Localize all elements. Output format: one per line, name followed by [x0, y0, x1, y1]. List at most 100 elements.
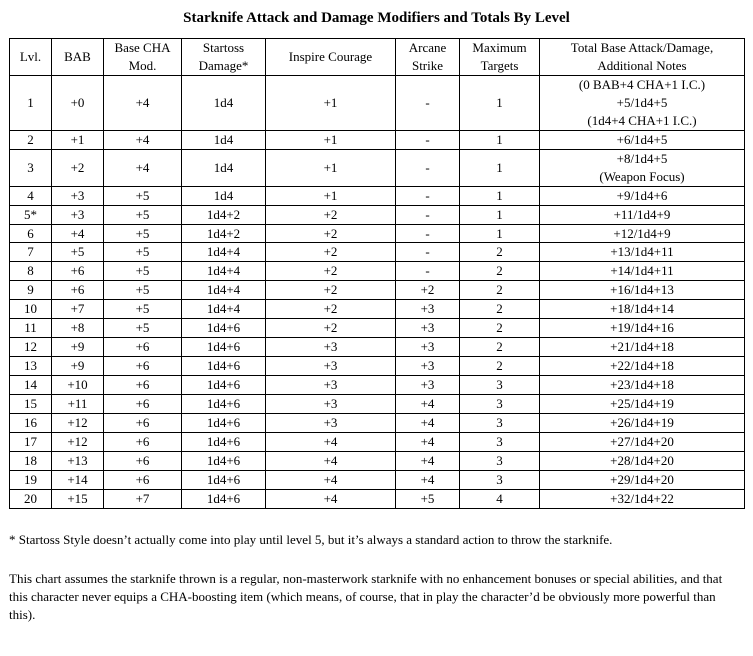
table-cell: +4: [103, 148, 182, 187]
table-cell: 2: [459, 261, 540, 282]
table-cell: +5: [103, 242, 182, 263]
table-cell: +6: [51, 261, 104, 282]
footnote-startoss: * Startoss Style doesn’t actually come i…: [9, 531, 613, 547]
column-header: Startoss Damage*: [181, 38, 266, 76]
table-cell: +13: [51, 450, 104, 471]
table-cell: +4: [51, 223, 104, 244]
table-cell: +19/1d4+16: [539, 318, 745, 339]
table-cell: +3: [265, 412, 396, 433]
table-cell: -: [395, 242, 460, 263]
table-cell: +6: [51, 280, 104, 301]
table-cell: 4: [459, 488, 540, 509]
table-cell: +2: [265, 299, 396, 320]
column-header: Maximum Targets: [459, 38, 540, 76]
table-row: 12 +9 +6 1d4+6 +3 +3 2 +21/1d4+18: [9, 337, 745, 358]
table-row: 17 +12 +6 1d4+6 +4 +4 3 +27/1d4+20: [9, 431, 745, 452]
table-cell: 12: [9, 337, 52, 358]
table-cell: +32/1d4+22: [539, 488, 745, 509]
table-cell: 1d4+6: [181, 488, 266, 509]
table-cell: +6: [103, 450, 182, 471]
table-cell: 1d4+6: [181, 431, 266, 452]
table-cell: +4: [265, 469, 396, 490]
table-cell: 1: [459, 148, 540, 187]
table-cell: 1d4+2: [181, 204, 266, 225]
table-cell: +6: [103, 469, 182, 490]
table-cell: 1d4: [181, 148, 266, 187]
footnote-assumptions: This chart assumes the starknife thrown …: [9, 570, 723, 623]
table-cell: +5: [103, 318, 182, 339]
document-title: Starknife Attack and Damage Modifiers an…: [183, 10, 570, 26]
table-cell: 3: [459, 412, 540, 433]
table-cell: 1d4+6: [181, 469, 266, 490]
table-cell: +4: [395, 393, 460, 414]
table-cell: -: [395, 185, 460, 206]
table-cell: +5: [103, 299, 182, 320]
table-cell: 1d4+4: [181, 242, 266, 263]
table-cell: +6: [103, 356, 182, 376]
table-cell: +3: [395, 337, 460, 358]
table-row: 1 +0 +4 1d4 +1-1 (0 BAB+4 CHA+1 I.C.) +5/1d4+…: [9, 75, 745, 131]
table-cell: +21/1d4+18: [539, 337, 745, 358]
table-cell: +9: [51, 337, 104, 358]
table-cell: +18/1d4+14: [539, 299, 745, 320]
table-row: 11 +8 +5 1d4+6 +2 +3 2 +19/1d4+16: [9, 318, 745, 339]
table-cell: +7: [103, 488, 182, 509]
table-row: 14 +10 +6 1d4+6 +3 +3 3 +23/1d4+18: [9, 375, 745, 395]
table-cell: 2: [459, 242, 540, 263]
table-cell: +5: [103, 185, 182, 206]
table-cell: +27/1d4+20: [539, 431, 745, 452]
table-row: 15 +11 +6 1d4+6 +3 +4 3 +25/1d4+19: [9, 393, 745, 414]
column-header: Lvl.: [9, 38, 52, 76]
table-cell: +3: [395, 375, 460, 395]
table-cell: 2: [459, 280, 540, 301]
table-cell: 18: [9, 450, 52, 471]
table-cell: +3: [51, 185, 104, 206]
table-cell: +2: [51, 148, 104, 187]
table-cell: 1d4+2: [181, 223, 266, 244]
table-cell: 13: [9, 356, 52, 376]
table-cell: +22/1d4+18: [539, 356, 745, 376]
column-header: Total Base Attack/Damage, Additional Not…: [539, 38, 745, 76]
table-cell: +1: [51, 129, 104, 150]
table-cell: 1d4+6: [181, 356, 266, 376]
table-cell: +6: [103, 375, 182, 395]
table-cell: +1: [265, 148, 396, 187]
table-cell: 1d4: [181, 129, 266, 150]
table-cell: 15: [9, 393, 52, 414]
table-cell: 1: [459, 204, 540, 225]
table-cell: 1d4+6: [181, 337, 266, 358]
table-cell: +7: [51, 299, 104, 320]
table-cell: +6: [103, 393, 182, 414]
table-row: 5* +3 +5 1d4+2 +2-1 +11/1d4+9: [9, 204, 745, 225]
table-cell: +3: [395, 356, 460, 376]
table-cell: +2: [395, 280, 460, 301]
table-cell: +15: [51, 488, 104, 509]
table-cell: 1d4+6: [181, 375, 266, 395]
table-cell: +2: [265, 318, 396, 339]
table-cell: 3: [459, 375, 540, 395]
table-cell: +5: [51, 242, 104, 263]
table-cell: 1: [459, 185, 540, 206]
table-cell: +5: [103, 204, 182, 225]
table-cell: +9/1d4+6: [539, 185, 745, 206]
table-cell: -: [395, 148, 460, 187]
table-cell: -: [395, 75, 460, 131]
table-cell: +11/1d4+9: [539, 204, 745, 225]
table-cell: 4: [9, 185, 52, 206]
header-row: Lvl. BAB Base CHA Mod. Startoss Damage* Insp…: [9, 38, 745, 76]
table-cell: +14/1d4+11: [539, 261, 745, 282]
table-cell: +2: [265, 242, 396, 263]
table-cell: +1: [265, 129, 396, 150]
table-cell: +4: [265, 450, 396, 471]
table-cell: -: [395, 223, 460, 244]
table-cell: 2: [459, 318, 540, 339]
table-cell: 2: [459, 299, 540, 320]
table-cell: 3: [459, 431, 540, 452]
table-cell: +6: [103, 431, 182, 452]
table-cell: +6: [103, 337, 182, 358]
table-row: 4 +3 +5 1d4 +1-1 +9/1d4+6: [9, 185, 745, 206]
table-cell: 1: [459, 129, 540, 150]
table-cell: +4: [265, 488, 396, 509]
table-cell: 3: [459, 450, 540, 471]
table-cell: (0 BAB+4 CHA+1 I.C.) +5/1d4+5 (1d4+4 CHA…: [539, 75, 745, 131]
